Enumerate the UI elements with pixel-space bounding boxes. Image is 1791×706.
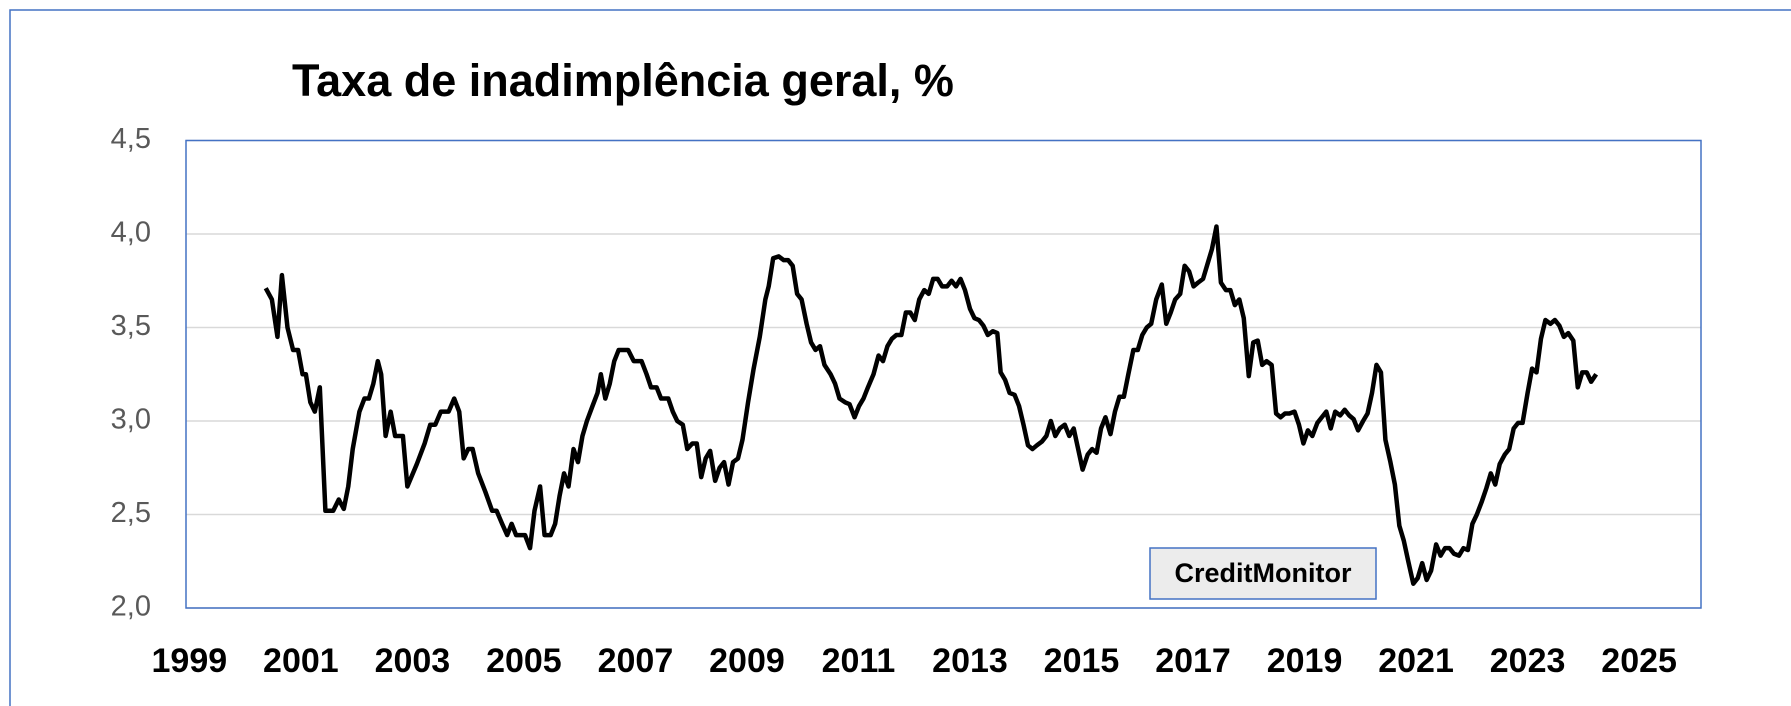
watermark-box — [1149, 547, 1377, 600]
plot-frame — [185, 139, 1702, 609]
y-tick-label: 3,5 — [111, 310, 151, 342]
x-tick-label: 2001 — [263, 642, 339, 680]
x-tick-label: 2025 — [1601, 642, 1677, 680]
x-tick-label: 2015 — [1044, 642, 1120, 680]
watermark: CreditMonitor — [1175, 558, 1352, 588]
y-tick-label: 4,5 — [111, 123, 151, 155]
y-tick-label: 2,0 — [111, 591, 151, 623]
x-tick-label: 2003 — [375, 642, 451, 680]
x-tick-label: 2023 — [1490, 642, 1566, 680]
x-tick-label: 2013 — [932, 642, 1008, 680]
chart-title: Taxa de inadimplência geral, % — [292, 55, 954, 106]
data-line — [263, 224, 1599, 586]
x-tick-label: 2009 — [709, 642, 785, 680]
y-tick-label: 3,0 — [111, 404, 151, 436]
x-tick-label: 2011 — [822, 642, 896, 680]
y-tick-label: 2,5 — [111, 497, 151, 529]
outer-frame — [9, 9, 1791, 706]
x-tick-label: 2017 — [1155, 642, 1231, 680]
x-tick-label: 2007 — [598, 642, 674, 680]
x-tick-label: 2005 — [486, 642, 562, 680]
y-tick-label: 4,0 — [111, 217, 151, 249]
x-tick-label: 1999 — [152, 642, 228, 680]
x-tick-label: 2021 — [1378, 642, 1454, 680]
x-tick-label: 2019 — [1267, 642, 1343, 680]
